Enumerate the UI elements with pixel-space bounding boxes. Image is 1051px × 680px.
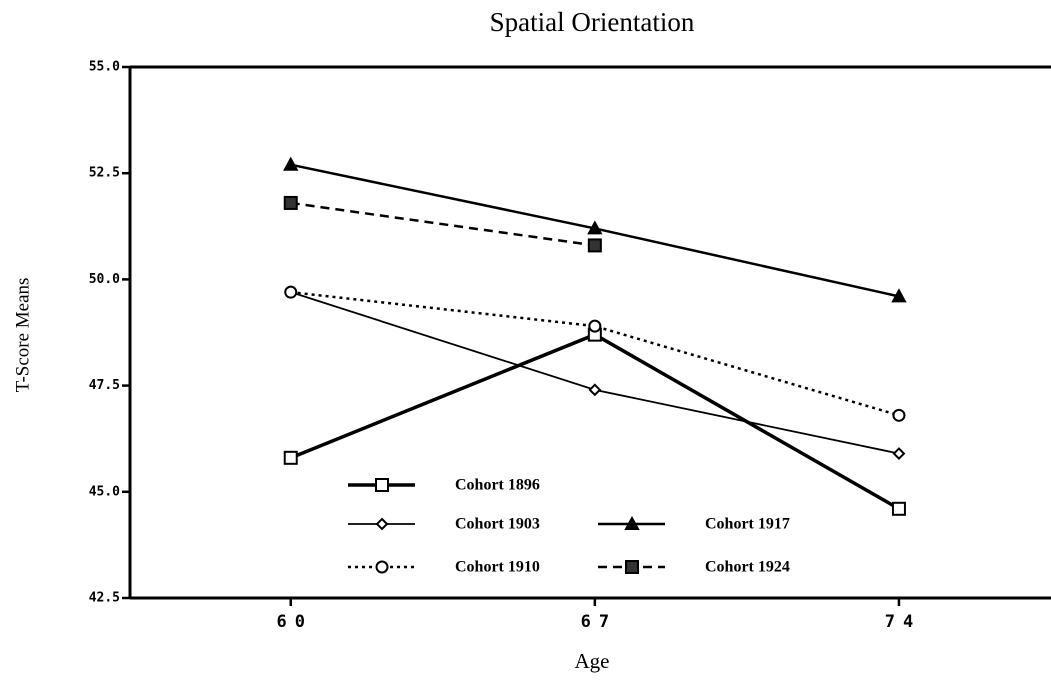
legend-label: Cohort 1896	[455, 477, 540, 494]
legend-marker	[624, 515, 640, 530]
legend-marker	[375, 478, 389, 492]
x-tick-label: 60	[276, 612, 312, 632]
data-point	[892, 408, 906, 422]
y-tick-label: 47.5	[89, 378, 120, 393]
legend-label: Cohort 1917	[705, 516, 790, 533]
x-tick-label: 67	[581, 612, 617, 632]
legend-label: Cohort 1903	[455, 516, 540, 533]
chart-title: Spatial Orientation	[490, 7, 695, 37]
data-point	[892, 447, 906, 460]
legend-marker	[375, 517, 389, 531]
data-point	[283, 195, 298, 210]
data-point	[283, 156, 299, 171]
y-tick-label: 50.0	[89, 272, 120, 287]
series-line	[290, 201, 596, 247]
data-point	[588, 319, 602, 333]
data-point	[587, 238, 602, 253]
y-tick-label: 52.5	[89, 166, 120, 181]
legend-label: Cohort 1924	[705, 559, 790, 576]
data-point	[587, 220, 603, 235]
data-point	[891, 288, 907, 303]
x-axis-label: Age	[575, 649, 610, 673]
data-point	[284, 285, 298, 299]
legend-marker	[375, 560, 389, 574]
data-point	[588, 383, 602, 397]
legend-label: Cohort 1910	[455, 559, 540, 576]
series-line	[290, 290, 900, 417]
data-point	[891, 501, 906, 516]
data-point	[283, 450, 298, 465]
x-tick-label: 74	[885, 612, 921, 632]
y-axis-label: T-Score Means	[12, 278, 33, 393]
legend-marker	[625, 560, 639, 574]
y-tick-label: 42.5	[89, 591, 120, 606]
y-tick-label: 45.0	[89, 484, 120, 499]
y-tick-label: 55.0	[89, 60, 120, 75]
series-line	[290, 291, 900, 455]
